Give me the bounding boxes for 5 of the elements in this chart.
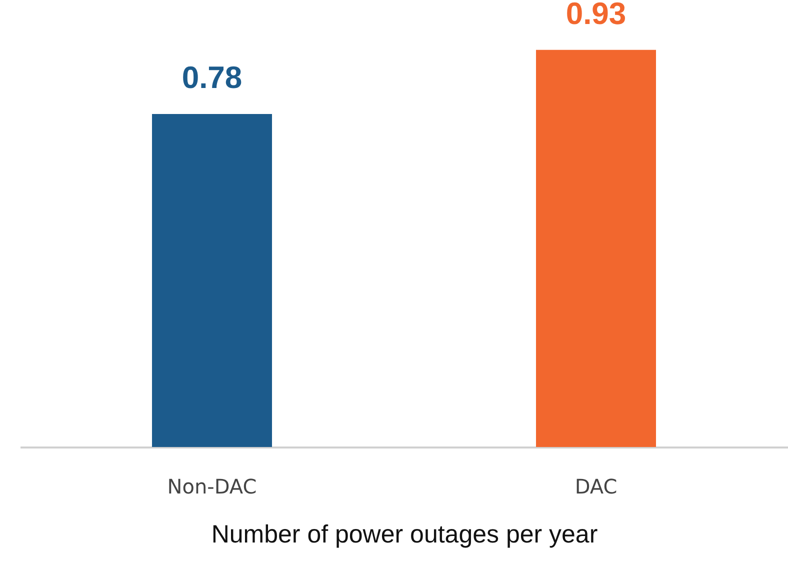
data-label: 0.78 (182, 60, 242, 95)
data-label: 0.93 (566, 0, 626, 31)
x-tick-label: DAC (574, 474, 618, 498)
x-tick-label: Non-DAC (167, 474, 257, 498)
x-axis-title: Number of power outages per year (211, 520, 598, 548)
